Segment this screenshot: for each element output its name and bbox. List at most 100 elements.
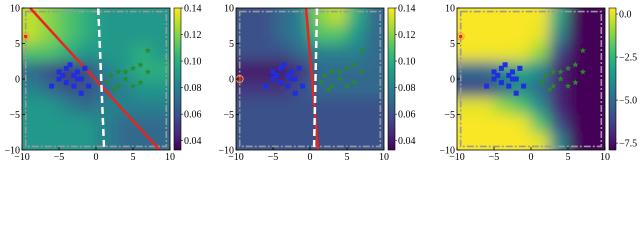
y-tick-label: 10	[445, 4, 455, 15]
heatmap-cell	[457, 61, 476, 80]
decision-line	[312, 8, 319, 150]
heatmap-cell	[96, 114, 115, 133]
heatmap-cell	[586, 114, 605, 133]
point	[510, 69, 515, 75]
point	[137, 61, 144, 68]
heatmap-cell	[347, 25, 366, 44]
point	[572, 61, 579, 68]
point	[129, 64, 137, 72]
point	[270, 69, 276, 75]
point	[137, 79, 144, 86]
heatmap-cell	[114, 8, 134, 27]
heatmap-cell	[531, 8, 550, 27]
heatmap-cell	[347, 96, 366, 115]
heatmap-cell	[494, 79, 513, 98]
point	[56, 69, 62, 75]
heatmap-cell	[475, 8, 495, 27]
heatmap-cell	[365, 61, 384, 80]
heatmap-cell	[347, 114, 366, 133]
heatmap-cell	[328, 61, 348, 80]
heatmap-cell	[549, 79, 569, 98]
point	[144, 68, 152, 75]
heatmap-cell	[531, 114, 550, 133]
heatmap-cell	[365, 132, 384, 150]
colorbar-tick-label: 0.08	[398, 83, 416, 94]
heatmap-cell	[512, 132, 532, 150]
point	[78, 76, 84, 82]
point	[579, 47, 587, 54]
heatmap-cell	[40, 132, 60, 150]
heatmap-cell	[151, 96, 170, 115]
heatmap-cell	[254, 96, 274, 115]
heatmap-cell	[77, 114, 97, 133]
point	[78, 90, 84, 96]
y-tick-label: −10	[218, 146, 234, 157]
heatmap-cell	[151, 79, 170, 98]
heatmap-cell	[114, 61, 134, 80]
heatmap-cell	[77, 25, 97, 44]
point	[71, 72, 77, 78]
y-tick-label: −10	[4, 146, 20, 157]
heatmap-cell	[457, 132, 476, 150]
heatmap-cell	[457, 114, 476, 133]
heatmap-cells	[22, 8, 170, 150]
heatmap-cell	[365, 96, 384, 115]
y-tick-label: 0	[15, 75, 20, 86]
x-tick-label: 5	[345, 152, 350, 162]
point	[129, 82, 137, 89]
heatmap-cell	[328, 79, 348, 98]
heatmap-cell	[273, 8, 292, 27]
heatmap-cell	[254, 114, 274, 133]
heatmap-cell	[133, 25, 152, 44]
point	[498, 65, 504, 71]
heatmap-cell	[475, 132, 495, 150]
heatmap-cell	[568, 96, 587, 115]
point	[67, 62, 73, 68]
heatmap-cell	[328, 25, 348, 44]
heatmap-cell	[549, 8, 569, 27]
point	[71, 83, 77, 89]
heatmap-cell	[133, 61, 152, 80]
heatmap-cell	[531, 43, 550, 62]
heatmap	[457, 8, 605, 150]
heatmap-cell	[568, 132, 587, 150]
heatmap-cell	[568, 25, 587, 44]
heatmap-cell	[273, 114, 292, 133]
heatmap-cell	[40, 61, 60, 80]
point	[491, 76, 497, 82]
point	[336, 75, 343, 82]
point	[300, 83, 306, 89]
y-tick-label: 10	[10, 4, 20, 15]
heatmap-cell	[549, 61, 569, 80]
heatmap-cell	[586, 79, 605, 98]
heatmap-cell	[457, 79, 476, 98]
heatmap-cell	[347, 8, 366, 27]
heatmap-cell	[77, 43, 97, 62]
y-tick-label: 5	[450, 39, 455, 50]
point	[122, 75, 129, 82]
heatmap-cell	[586, 96, 605, 115]
colorbar-tick-label: −5.0	[619, 96, 637, 107]
colorbar-tick-label: 0.10	[184, 57, 202, 68]
heatmap-cell	[22, 43, 41, 62]
heatmap-cell	[347, 61, 366, 80]
point	[521, 83, 527, 89]
y-tick-label: 0	[450, 75, 455, 86]
heatmap-cell	[365, 114, 384, 133]
point	[542, 72, 550, 79]
heatmap-cells	[236, 8, 384, 150]
heatmap-cell	[114, 25, 134, 44]
heatmap-cell	[475, 25, 495, 44]
heatmap-cell	[77, 96, 97, 115]
point	[549, 68, 557, 75]
point	[114, 82, 122, 89]
heatmap-cell	[310, 8, 329, 27]
y-tick-label: 10	[224, 4, 234, 15]
heatmap-cell	[494, 132, 513, 150]
heatmap-cell	[310, 25, 329, 44]
colorbar-tick-label: 0.14	[184, 4, 202, 15]
heatmap-cell	[531, 96, 550, 115]
heatmap-cell	[347, 79, 366, 98]
point	[328, 68, 336, 75]
heatmap-cell	[114, 96, 134, 115]
